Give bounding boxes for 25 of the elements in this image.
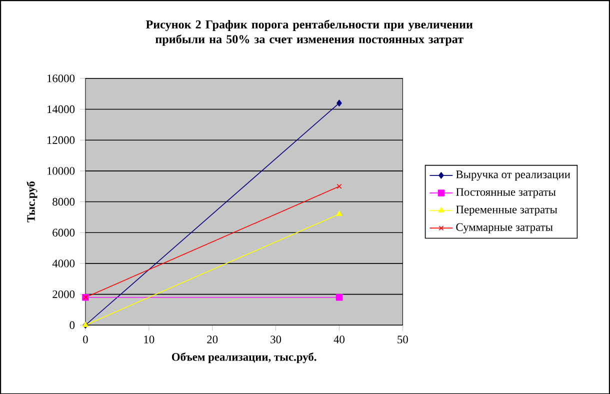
x-tick-label: 0	[83, 335, 88, 344]
point	[336, 184, 342, 189]
point	[336, 294, 343, 300]
point	[336, 99, 342, 106]
x-tick-label: 10	[144, 335, 154, 344]
x-tick-label: 20	[207, 335, 218, 344]
y-tick-label: 16000	[47, 74, 75, 82]
chart-title: Рисунок 2 График порога рентабельности при увеличении прибыли на 50% за счет изменения постоянных затрат	[146, 20, 473, 46]
legend-label: Суммарные затраты	[456, 223, 553, 234]
y-tick-label: 12000	[47, 136, 75, 144]
y-tick-label: 6000	[52, 228, 75, 236]
y-tick-label: 0	[70, 321, 75, 329]
y-tick-label: 2000	[52, 290, 75, 298]
y-tick-label: 10000	[47, 166, 75, 175]
y-tick-label: 14000	[47, 105, 75, 113]
legend-label: Переменные затраты	[456, 206, 558, 216]
x-tick-label: 40	[334, 335, 345, 344]
y-tick-label: 8000	[52, 198, 75, 206]
x-tick-label: 30	[270, 335, 282, 344]
y-tick-label: 4000	[52, 259, 75, 268]
legend-label: Выручка от реализации	[456, 170, 570, 180]
x-tick-label: 50	[398, 335, 408, 344]
x-axis-title: Объем реализации, тыс.руб.	[172, 352, 316, 363]
legend-label: Постоянные затраты	[456, 188, 556, 198]
y-axis-title: Тыс.руб	[26, 181, 38, 222]
